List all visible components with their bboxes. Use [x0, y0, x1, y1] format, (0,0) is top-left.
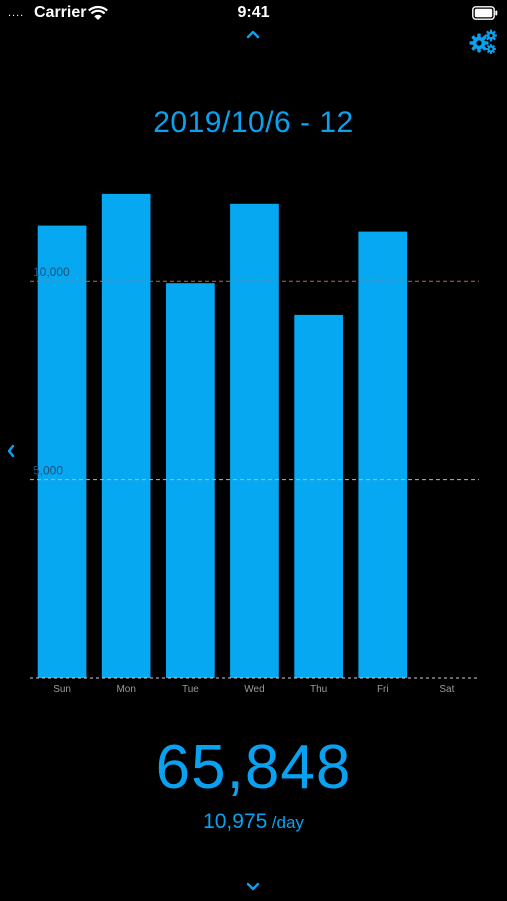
weekly-steps-bar-chart: 10,000 5,000 Sun Mon Tue Wed Thu Fri Sat — [30, 193, 479, 695]
bar-wed — [230, 203, 279, 679]
status-time: 9:41 — [237, 4, 270, 21]
settings-button[interactable] — [468, 28, 498, 56]
previous-week-button[interactable] — [2, 440, 20, 462]
reference-label-1: 5,000 — [33, 464, 63, 478]
chevron-up-icon — [246, 30, 260, 39]
battery-icon — [472, 6, 498, 20]
date-range-title: 2019/10/6 - 12 — [153, 106, 354, 140]
x-tick-label: Mon — [116, 684, 135, 695]
reference-label-0: 10,000 — [33, 265, 70, 279]
previous-period-button[interactable] — [218, 26, 288, 44]
average-unit: /day — [271, 813, 304, 832]
bar-sun — [37, 225, 87, 678]
gears-icon — [469, 29, 497, 54]
x-tick-label: Tue — [182, 684, 199, 695]
cellular-signal: .... — [8, 7, 25, 19]
bar-thu — [294, 314, 343, 678]
chevron-left-icon — [7, 444, 15, 458]
next-period-button[interactable] — [218, 876, 288, 896]
wifi-icon — [88, 5, 108, 20]
chevron-down-icon — [246, 882, 260, 891]
carrier-name: Carrier — [34, 4, 87, 21]
status-bar: .... Carrier 9:41 — [0, 0, 507, 30]
average-value: 10,975 — [203, 810, 268, 833]
x-tick-label: Wed — [244, 684, 264, 695]
x-tick-label: Sun — [53, 684, 71, 695]
average-per-day: 10,975 /day — [0, 809, 507, 837]
bar-fri — [358, 231, 408, 678]
bar-tue — [166, 283, 215, 678]
x-tick-label: Thu — [310, 684, 327, 695]
total-steps: 65,848 — [155, 733, 352, 802]
bar-mon — [101, 193, 151, 678]
x-tick-label: Sat — [439, 684, 454, 695]
x-tick-label: Fri — [377, 684, 389, 695]
